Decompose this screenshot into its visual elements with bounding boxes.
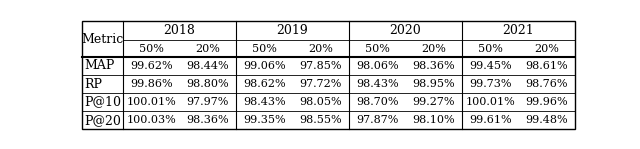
Text: 98.70%: 98.70% (356, 97, 399, 107)
Text: P@10: P@10 (84, 96, 121, 109)
Text: 20%: 20% (195, 44, 220, 53)
Text: 98.44%: 98.44% (186, 61, 229, 71)
Text: 98.43%: 98.43% (243, 97, 285, 107)
Text: 20%: 20% (534, 44, 559, 53)
Text: 50%: 50% (365, 44, 390, 53)
Text: 99.86%: 99.86% (130, 79, 172, 89)
Text: 98.80%: 98.80% (186, 79, 229, 89)
Text: 97.87%: 97.87% (356, 115, 398, 125)
Text: 98.36%: 98.36% (412, 61, 455, 71)
Text: 99.48%: 99.48% (525, 115, 568, 125)
Text: 98.61%: 98.61% (525, 61, 568, 71)
Text: 98.05%: 98.05% (300, 97, 342, 107)
Text: 99.27%: 99.27% (412, 97, 455, 107)
Text: 100.03%: 100.03% (126, 115, 176, 125)
Text: 99.45%: 99.45% (469, 61, 511, 71)
Text: 99.35%: 99.35% (243, 115, 285, 125)
Text: P@20: P@20 (84, 114, 121, 127)
Text: 50%: 50% (252, 44, 276, 53)
Text: 98.43%: 98.43% (356, 79, 399, 89)
Text: 2019: 2019 (276, 24, 308, 37)
Text: 99.61%: 99.61% (469, 115, 511, 125)
Text: 100.01%: 100.01% (126, 97, 176, 107)
Text: 98.95%: 98.95% (412, 79, 455, 89)
Text: RP: RP (84, 77, 102, 90)
Text: 2021: 2021 (502, 24, 534, 37)
Text: 98.06%: 98.06% (356, 61, 399, 71)
Text: 99.06%: 99.06% (243, 61, 285, 71)
Text: 99.62%: 99.62% (130, 61, 172, 71)
Text: 2020: 2020 (390, 24, 421, 37)
Text: 98.55%: 98.55% (300, 115, 342, 125)
Text: 50%: 50% (478, 44, 502, 53)
Text: 2018: 2018 (163, 24, 195, 37)
Text: 100.01%: 100.01% (465, 97, 515, 107)
Text: 98.76%: 98.76% (525, 79, 568, 89)
Text: 98.62%: 98.62% (243, 79, 285, 89)
Text: 99.73%: 99.73% (469, 79, 511, 89)
Text: 20%: 20% (421, 44, 446, 53)
Text: Metric: Metric (81, 33, 124, 46)
Text: 97.72%: 97.72% (300, 79, 342, 89)
Text: 99.96%: 99.96% (525, 97, 568, 107)
Text: 98.10%: 98.10% (412, 115, 455, 125)
Text: MAP: MAP (84, 59, 115, 72)
Text: 20%: 20% (308, 44, 333, 53)
Text: 50%: 50% (139, 44, 164, 53)
Text: 97.85%: 97.85% (300, 61, 342, 71)
Text: 98.36%: 98.36% (186, 115, 229, 125)
Text: 97.97%: 97.97% (186, 97, 229, 107)
